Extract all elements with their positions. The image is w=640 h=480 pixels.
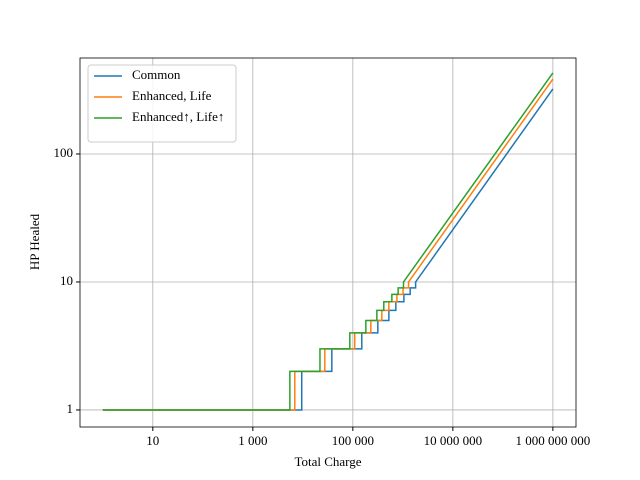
x-tick-label: 100 000 bbox=[332, 433, 374, 448]
x-tick-label: 1 000 000 000 bbox=[516, 433, 591, 448]
y-tick-label: 10 bbox=[60, 273, 73, 288]
series-line bbox=[102, 78, 554, 411]
series-line bbox=[102, 88, 554, 411]
legend: Common Enhanced, Life Enhanced↑, Life↑ bbox=[87, 64, 237, 143]
legend-label: Common bbox=[132, 67, 181, 82]
x-tick-label: 1 000 bbox=[238, 433, 267, 448]
x-tick-label: 10 000 000 bbox=[424, 433, 483, 448]
y-tick-label: 1 bbox=[67, 401, 74, 416]
y-axis-label: HP Healed bbox=[27, 213, 42, 270]
legend-label: Enhanced, Life bbox=[132, 88, 212, 103]
x-axis-label: Total Charge bbox=[294, 454, 361, 469]
plot-frame bbox=[79, 57, 577, 428]
x-tick-label: 10 bbox=[146, 433, 159, 448]
series-line bbox=[102, 72, 554, 411]
legend-label: Enhanced↑, Life↑ bbox=[132, 109, 224, 124]
legend-box bbox=[87, 64, 237, 143]
y-tick-label: 100 bbox=[54, 145, 74, 160]
